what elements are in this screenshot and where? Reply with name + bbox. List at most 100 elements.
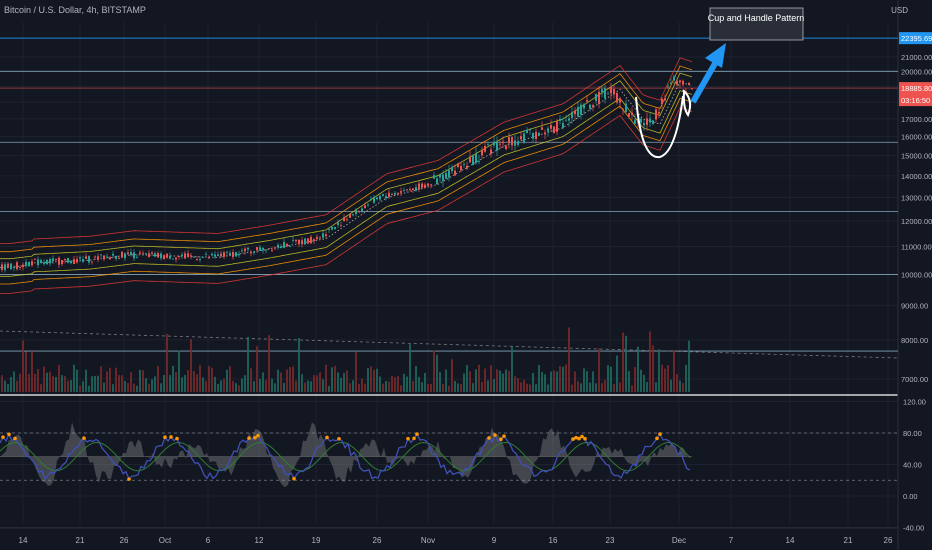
candle-body — [469, 156, 471, 163]
volume-bar — [484, 368, 486, 392]
candle-body — [538, 132, 540, 136]
candle-body — [688, 82, 690, 85]
candle-body — [553, 126, 555, 133]
candle-body — [571, 112, 573, 119]
candle-body — [283, 242, 285, 248]
candle-body — [460, 165, 462, 171]
candle-body — [625, 103, 627, 113]
volume-bar — [361, 378, 363, 392]
candle-body — [232, 252, 234, 257]
candle-body — [244, 248, 246, 252]
volume-bar — [598, 348, 600, 392]
osc-signal-dot — [256, 433, 260, 438]
volume-bar — [535, 384, 537, 392]
osc-signal-dot — [247, 436, 251, 440]
candle-body — [148, 253, 150, 258]
cup-and-handle-drawing[interactable] — [635, 43, 726, 159]
volume-bar — [121, 375, 123, 392]
candle-body — [589, 104, 591, 109]
candle-body — [73, 259, 75, 264]
volume-bar — [160, 383, 162, 392]
candle-body — [130, 252, 132, 255]
volume-bar — [274, 383, 276, 392]
osc-signal-dot — [574, 435, 578, 440]
volume-bar — [616, 355, 618, 392]
bar-countdown-label: 03:16:50 — [901, 96, 930, 105]
price-axis[interactable]: 21000.0020000.0019000.0018000.0017000.00… — [899, 32, 932, 384]
horizontal-levels[interactable] — [0, 37, 899, 359]
osc-signal-dot — [487, 436, 491, 440]
volume-bar — [568, 327, 570, 392]
volume-bar — [538, 365, 540, 392]
volume-bar — [397, 376, 399, 392]
candle-body — [259, 247, 261, 251]
candle-body — [175, 257, 177, 260]
candle-body — [124, 253, 126, 259]
volume-bar — [73, 364, 75, 392]
candle-body — [325, 234, 327, 236]
volume-bars — [1, 327, 690, 392]
volume-bar — [319, 372, 321, 392]
candle-body — [370, 198, 372, 201]
osc-signal-dot — [253, 435, 257, 440]
candle-body — [343, 217, 345, 222]
volume-bar — [331, 367, 333, 392]
volume-bar — [28, 373, 30, 392]
volume-bar — [592, 371, 594, 392]
candle-body — [430, 184, 432, 186]
time-tick-label: 26 — [373, 536, 382, 545]
grid-lines — [0, 0, 899, 550]
volume-bar — [388, 381, 390, 392]
candle-body — [361, 208, 363, 212]
volume-bar — [127, 382, 129, 392]
candle-body — [235, 252, 237, 257]
volume-bar — [421, 382, 423, 392]
candle-body — [409, 189, 411, 191]
volume-bar — [589, 382, 591, 392]
candle-body — [475, 153, 477, 163]
volume-bar — [214, 376, 216, 392]
volume-bar — [67, 380, 69, 392]
price-tick-label: 7000.00 — [901, 375, 928, 384]
volume-bar — [31, 351, 33, 392]
volume-bar — [22, 340, 24, 392]
volume-bar — [244, 375, 246, 392]
volume-bar — [448, 385, 450, 392]
candle-body — [643, 122, 645, 126]
volume-bar — [622, 332, 624, 392]
candle-body — [10, 263, 12, 270]
candle-body — [511, 137, 513, 146]
volume-bar — [139, 369, 141, 392]
symbol-title: Bitcoin / U.S. Dollar, 4h, BITSTAMP — [4, 5, 146, 15]
volume-bar — [16, 380, 18, 392]
time-axis[interactable]: 14 21 26 Oct 6 12 19 26 Nov 9 16 23 Dec 7 14 21 26 — [19, 536, 893, 545]
candle-body — [277, 244, 279, 248]
volume-bar — [424, 373, 426, 392]
pattern-annotation[interactable]: Cup and Handle Pattern — [708, 7, 805, 41]
volume-bar — [376, 368, 378, 392]
volume-bar — [667, 365, 669, 392]
volume-bar — [85, 369, 87, 392]
candle-body — [97, 256, 99, 260]
volume-bar — [238, 385, 240, 392]
volume-bar — [358, 384, 360, 392]
time-tick-label: 23 — [606, 536, 615, 545]
time-tick-label: 14 — [786, 536, 795, 545]
candle-body — [349, 213, 351, 218]
candle-body — [172, 258, 174, 260]
candle-body — [154, 253, 156, 257]
candle-body — [298, 239, 300, 245]
candle-body — [67, 257, 69, 263]
price-tick-label: 20000.00 — [901, 67, 932, 76]
volume-bar — [469, 371, 471, 392]
volume-bar — [382, 383, 384, 392]
candle-body — [547, 128, 549, 132]
volume-bar — [7, 384, 9, 392]
volume-bar — [451, 359, 453, 392]
candle-body — [91, 261, 93, 263]
candle-body — [481, 149, 483, 156]
volume-bar — [412, 380, 414, 392]
volume-bar — [4, 380, 6, 392]
